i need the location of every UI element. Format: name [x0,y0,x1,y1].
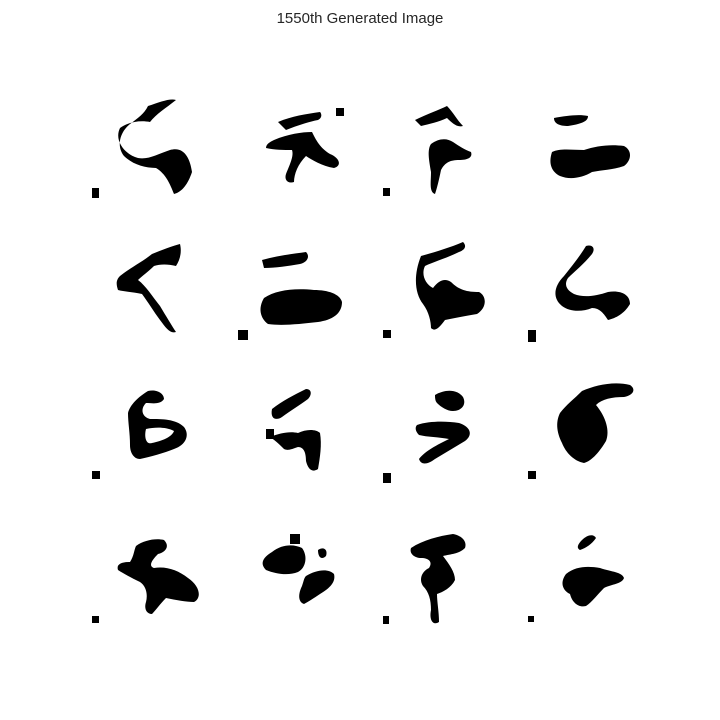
sample-1-1 [90,88,238,226]
blob-arm-glyph [528,383,634,479]
sample-3-1 [90,377,238,515]
sample-2-3 [381,232,529,370]
seven-slant-glyph [116,244,181,333]
seven-blob-glyph [383,534,466,624]
five-hook-glyph [266,389,321,471]
s-hook-glyph [92,99,192,198]
sample-1-3 [381,88,529,226]
sample-1-4 [526,88,674,226]
bar-blob-glyph [550,115,630,179]
sample-2-1 [90,232,238,370]
figure-title: 1550th Generated Image [276,10,444,27]
blob-pair-glyph [262,534,335,604]
sample-4-3 [381,522,529,660]
scribble-glyph [92,539,199,623]
sample-2-4 [526,232,674,370]
sample-2-2 [236,232,384,370]
sample-1-2 [236,88,384,226]
sample-3-4 [526,377,674,515]
sample-4-4 [526,522,674,660]
bar-blob-wide-glyph [238,252,342,340]
four-hook-glyph [528,245,630,342]
sample-4-1 [90,522,238,660]
s-hook-2-glyph [383,242,485,338]
seven-loop-glyph [383,106,472,196]
sample-4-2 [236,522,384,660]
small-blob-glyph [528,535,624,622]
s-loop-glyph [92,390,187,479]
sample-3-2 [236,377,384,515]
cross-hook-glyph [266,108,344,183]
sample-3-3 [381,377,529,515]
three-loop-glyph [383,390,470,483]
